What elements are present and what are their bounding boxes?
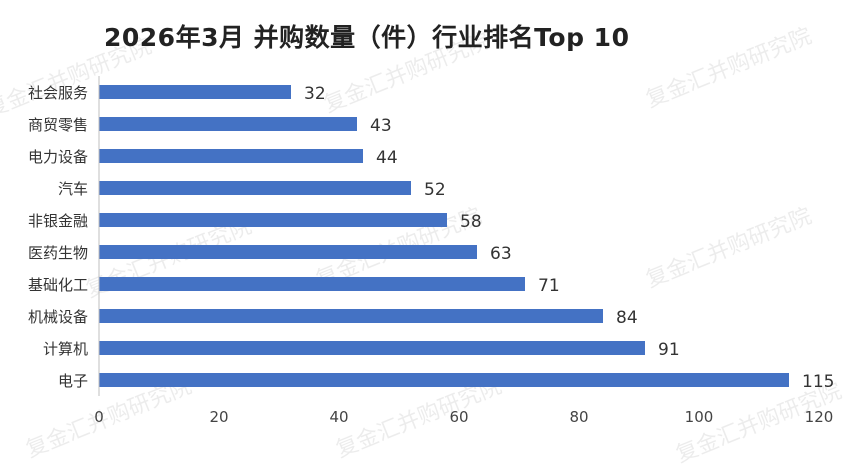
chart-title: 2026年3月 并购数量（件）行业排名Top 10 bbox=[104, 23, 630, 52]
category-label: 基础化工 bbox=[28, 276, 88, 294]
data-label: 71 bbox=[538, 276, 560, 296]
bar bbox=[99, 245, 477, 259]
data-label: 32 bbox=[304, 84, 326, 104]
data-label: 63 bbox=[490, 244, 512, 264]
category-label: 电力设备 bbox=[28, 148, 88, 166]
x-tick-label: 60 bbox=[449, 408, 468, 426]
category-label: 社会服务 bbox=[28, 84, 88, 102]
x-tick-label: 120 bbox=[805, 408, 834, 426]
data-label: 91 bbox=[658, 340, 680, 360]
data-label: 44 bbox=[376, 148, 398, 168]
data-label: 115 bbox=[802, 372, 834, 392]
data-label: 84 bbox=[616, 308, 638, 328]
data-label: 58 bbox=[460, 212, 482, 232]
x-tick-label: 20 bbox=[209, 408, 228, 426]
x-tick-label: 80 bbox=[569, 408, 588, 426]
category-label: 电子 bbox=[58, 372, 88, 390]
bar bbox=[99, 309, 603, 323]
category-label: 医药生物 bbox=[28, 244, 88, 262]
category-label: 机械设备 bbox=[28, 308, 88, 326]
bar bbox=[99, 85, 291, 99]
bar bbox=[99, 213, 447, 227]
bar-chart: 社会服务 32 商贸零售 43 电力设备 44 汽车 52 非银金融 58 医药生物 63 基础化工 71… bbox=[28, 76, 834, 426]
bar bbox=[99, 149, 363, 163]
category-label: 汽车 bbox=[58, 180, 88, 198]
category-label: 计算机 bbox=[43, 340, 88, 358]
bar bbox=[99, 373, 789, 387]
x-tick-label: 0 bbox=[94, 408, 104, 426]
bar bbox=[99, 277, 525, 291]
bar bbox=[99, 181, 411, 195]
bar bbox=[99, 117, 357, 131]
bar bbox=[99, 341, 645, 355]
category-label: 非银金融 bbox=[28, 212, 88, 230]
data-label: 52 bbox=[424, 180, 446, 200]
x-tick-label: 100 bbox=[685, 408, 714, 426]
data-label: 43 bbox=[370, 116, 392, 136]
category-label: 商贸零售 bbox=[28, 116, 88, 134]
x-tick-label: 40 bbox=[329, 408, 348, 426]
